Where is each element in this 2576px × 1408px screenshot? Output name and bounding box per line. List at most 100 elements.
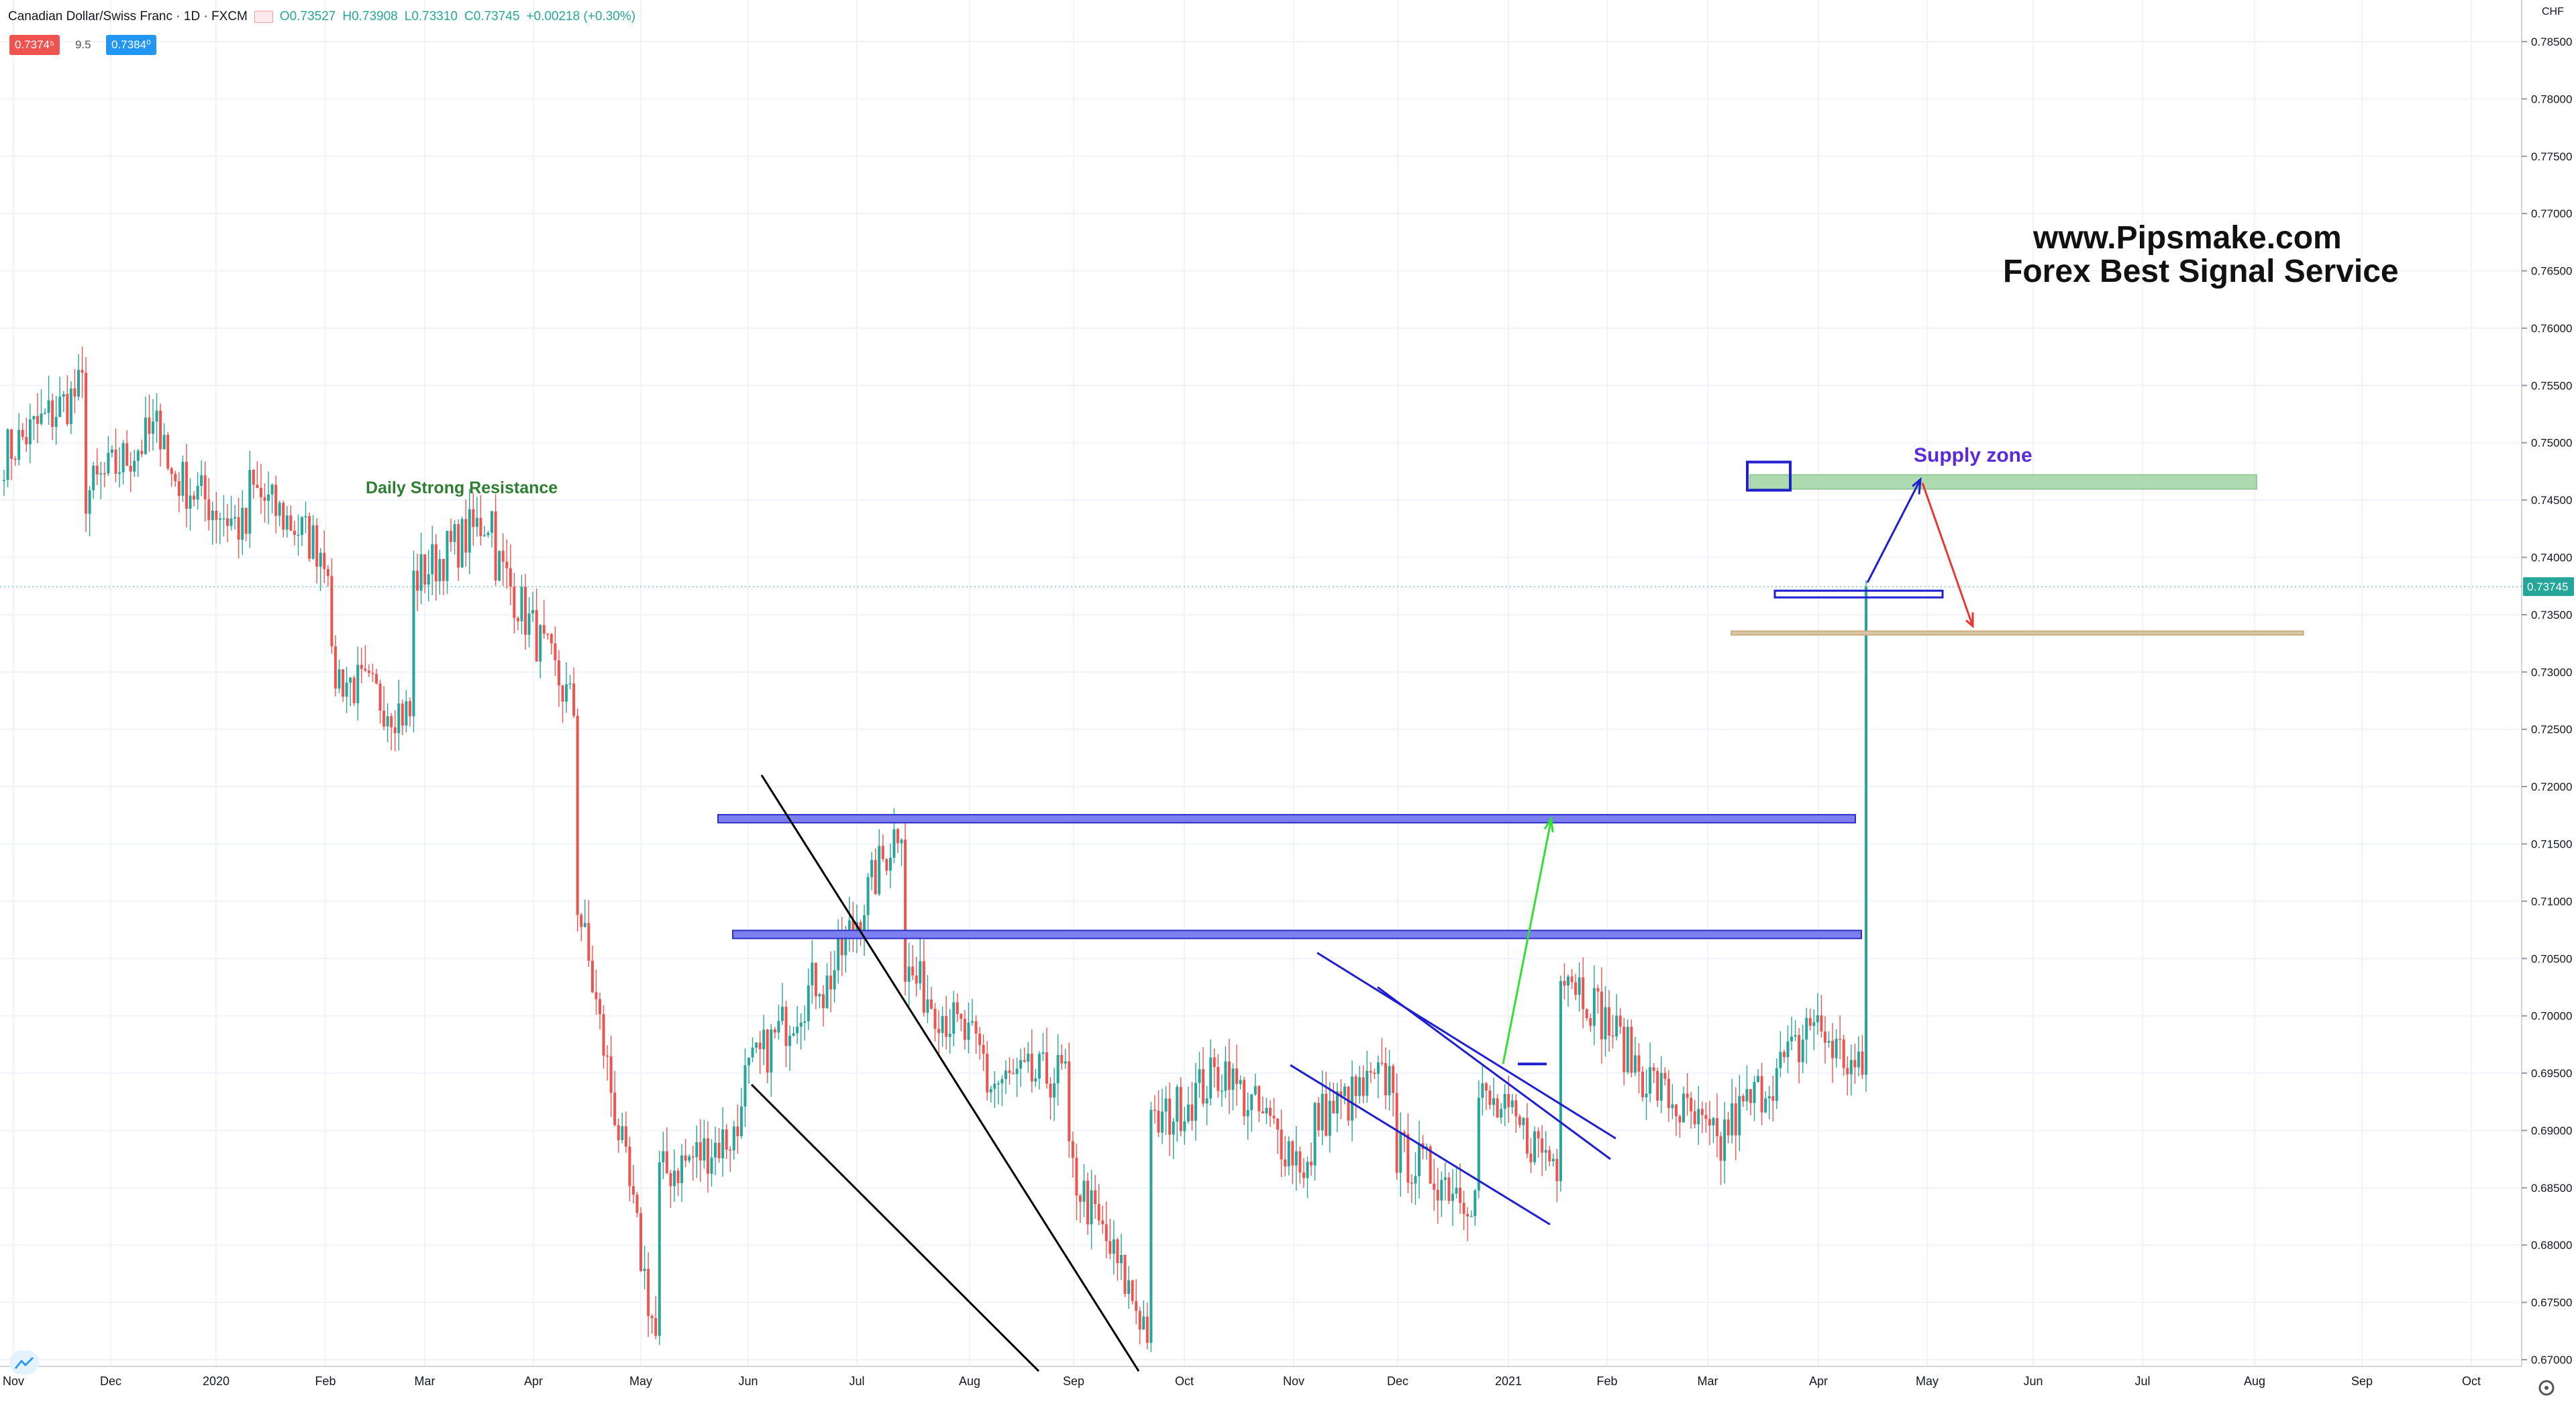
candle [982,1045,985,1054]
candle [1034,1078,1037,1082]
candle [1712,1118,1715,1125]
candle [516,617,519,621]
candle [654,1318,658,1336]
candle [229,518,233,526]
candle [438,558,442,582]
candle [1261,1111,1264,1114]
candle [193,495,196,500]
tradingview-logo-icon[interactable] [9,1350,39,1374]
candle [401,703,404,725]
gear-icon-center [2544,1386,2548,1390]
blue-arrow[interactable] [1866,479,1922,583]
candle [1090,1190,1093,1225]
y-tick-label: 0.68500 [2531,1182,2572,1195]
candle [1865,587,1867,1075]
candle [419,554,423,591]
candle [945,1016,948,1038]
candle [755,1042,758,1048]
trendline-black-lower[interactable] [750,1084,1040,1372]
candle [1853,1060,1857,1068]
green-arrow[interactable] [1502,818,1553,1064]
candle [1008,1070,1011,1073]
candle [1775,1068,1778,1101]
candle [1086,1180,1090,1225]
candle [863,915,866,933]
candle [1678,1116,1682,1123]
resistance-band-lower[interactable] [732,929,1862,940]
candle [639,1213,643,1271]
y-tick-label: 0.78500 [2531,36,2572,48]
candle [527,613,531,635]
candle [665,1151,668,1173]
y-tick-label: 0.68000 [2531,1239,2572,1252]
candle [822,994,825,1009]
candle [491,511,494,533]
candle [434,544,437,582]
candle [1861,1051,1864,1075]
candle [166,435,170,468]
candle [69,388,72,424]
candle [557,660,560,686]
candle [1030,1054,1033,1082]
candle [386,716,389,727]
candle [1794,1035,1797,1037]
blue-square-box[interactable] [1746,460,1792,492]
watermark-line-2: Forex Best Signal Service [2003,254,2399,289]
candle [17,430,21,460]
small-blue-box[interactable] [1773,589,1944,599]
candle [1179,1087,1182,1132]
candle [1097,1204,1100,1221]
candle [1700,1109,1704,1115]
candle [1782,1052,1786,1058]
candle [1101,1220,1104,1225]
candle [51,400,54,428]
candle [472,509,475,527]
candle [498,550,501,581]
candle [1645,1093,1648,1097]
candle [1358,1077,1361,1097]
support-line-tan[interactable] [1731,630,2304,636]
channel-line-2[interactable] [1377,986,1611,1160]
candle [222,518,225,519]
candle [1567,976,1569,986]
candle [706,1138,709,1174]
trendline-black-upper[interactable] [760,774,1140,1372]
sell-button[interactable]: 0.7374⁵ [9,35,60,55]
candle [1291,1141,1294,1166]
channel-line-1[interactable] [1317,952,1616,1140]
candle [1745,1089,1749,1102]
candle [535,609,538,662]
candle [196,485,199,500]
candle [6,429,9,481]
candle [1023,1060,1026,1062]
candle [1071,1141,1074,1158]
supply-zone-rect[interactable] [1749,474,2257,490]
candle [1649,1067,1652,1094]
candle [464,519,468,553]
candle [342,669,345,697]
candle [360,664,363,669]
candle [1190,1104,1194,1121]
red-arrow[interactable] [1921,483,1974,627]
candle [494,511,497,581]
resistance-band-upper[interactable] [717,813,1856,823]
candle [1343,1087,1346,1097]
candle [840,934,843,956]
candle [427,574,430,585]
candle [1555,1158,1559,1182]
buy-button[interactable]: 0.7384⁰ [106,35,156,55]
candle [13,458,17,460]
candle [729,1149,732,1151]
gear-icon[interactable] [2538,1380,2555,1396]
candle [267,494,270,501]
candle [937,1029,941,1034]
candle [885,859,888,871]
candle [829,975,833,990]
y-tick-label: 0.74000 [2531,552,2572,564]
channel-line-3[interactable] [1290,1064,1551,1225]
x-tick-label: Oct [2462,1374,2481,1388]
candle [509,568,512,587]
candle [73,388,76,397]
symbol-label[interactable]: Canadian Dollar/Swiss Franc · 1D · FXCM [8,9,248,23]
